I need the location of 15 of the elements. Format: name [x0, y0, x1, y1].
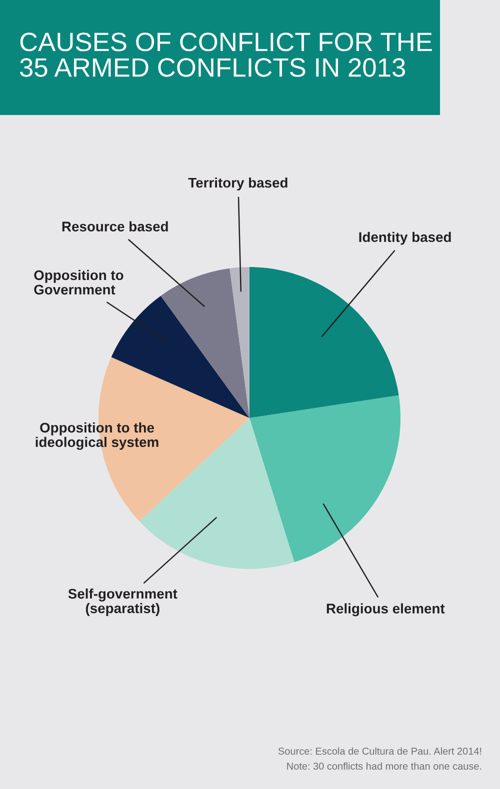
source-note: Source: Escola de Cultura de Pau. Alert 2014!	[278, 747, 482, 755]
pie-slice	[250, 395, 400, 562]
chart-title: CAUSES OF CONFLICT FOR THE 35 ARMED CONFLICTS IN 2013	[20, 32, 432, 77]
pie-slice	[111, 296, 250, 418]
slice-label: Identity based	[359, 232, 451, 245]
pie-slice	[160, 268, 250, 418]
slice-label: Opposition to the ideological system	[36, 422, 158, 450]
slice-label: Territory based	[188, 177, 288, 190]
pie-slice	[250, 267, 399, 418]
slice-label: Opposition to Government	[34, 270, 124, 295]
text: Note: 30 conflicts had more than one cause.	[287, 762, 482, 770]
slice-label: Self-government (separatist)	[68, 588, 178, 616]
slice-label: Resource based	[62, 221, 168, 232]
pie-slice	[230, 267, 250, 418]
slice-label: Religious element	[326, 603, 445, 616]
